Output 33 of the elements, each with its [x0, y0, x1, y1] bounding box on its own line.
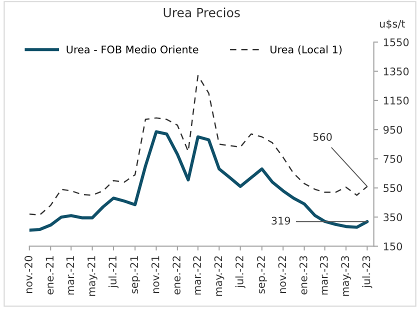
x-tick-label: nov.-22 — [278, 256, 286, 293]
y-tick-label: 1550 — [384, 38, 409, 46]
x-tick-label: mar.-22 — [193, 256, 201, 295]
x-tick-label: jul.-21 — [108, 256, 119, 288]
legend-label: Urea - FOB Medio Oriente — [66, 45, 198, 54]
y-tick-label: 1350 — [384, 68, 409, 76]
x-tick-label: may.-22 — [214, 256, 224, 296]
x-tick-label: may.-23 — [341, 256, 352, 296]
x-tick-label: may.-21 — [87, 256, 98, 296]
annotation: 319 — [272, 216, 290, 225]
x-tick-label: ene.-21 — [46, 256, 54, 294]
x-tick-label: sep.-21 — [130, 256, 140, 294]
x-tick-label: ene.-22 — [172, 256, 180, 294]
y-axis-title: u$s/t — [380, 20, 406, 30]
x-tick-label: ene.-23 — [299, 256, 308, 294]
x-tick-label: mar.-21 — [66, 256, 74, 295]
y-tick-label: 1150 — [384, 96, 409, 105]
legend-label: Urea (Local 1) — [270, 45, 342, 55]
y-tick-label: 750 — [384, 154, 402, 163]
annotation: 560 — [313, 132, 332, 141]
x-tick-label: nov.-21 — [151, 256, 160, 293]
line-series — [29, 130, 369, 232]
y-tick-label: 350 — [384, 213, 402, 222]
y-tick-label: 150 — [384, 242, 402, 250]
y-tick-label: 950 — [383, 126, 402, 134]
line-series — [29, 75, 368, 216]
x-tick-label: jul.-23 — [362, 256, 372, 288]
x-tick-label: nov.-20 — [24, 256, 32, 293]
x-tick-label: mar.-23 — [320, 256, 328, 295]
x-tick-label: sep.-22 — [257, 256, 267, 294]
x-tick-label: jul.-22 — [235, 256, 246, 288]
y-tick-label: 550 — [384, 184, 402, 192]
chart-title: Urea Precios — [164, 8, 240, 18]
